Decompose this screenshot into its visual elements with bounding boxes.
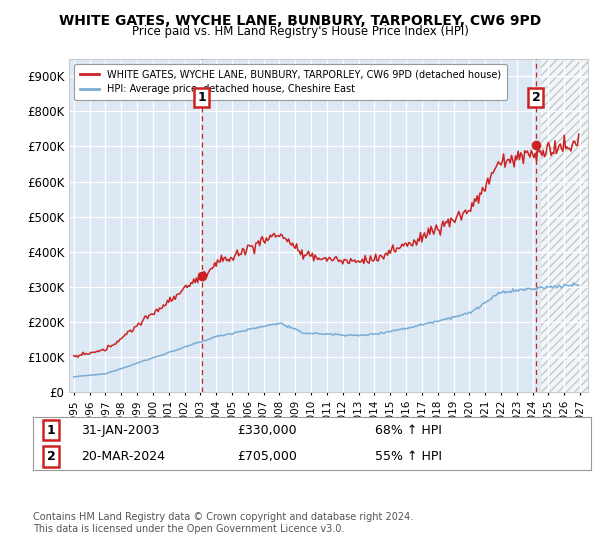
Bar bbox=[541, 59, 588, 392]
Text: Contains HM Land Registry data © Crown copyright and database right 2024.
This d: Contains HM Land Registry data © Crown c… bbox=[33, 512, 413, 534]
Text: 55% ↑ HPI: 55% ↑ HPI bbox=[375, 450, 442, 463]
Text: 68% ↑ HPI: 68% ↑ HPI bbox=[375, 423, 442, 437]
Text: WHITE GATES, WYCHE LANE, BUNBURY, TARPORLEY, CW6 9PD: WHITE GATES, WYCHE LANE, BUNBURY, TARPOR… bbox=[59, 14, 541, 28]
Text: Price paid vs. HM Land Registry's House Price Index (HPI): Price paid vs. HM Land Registry's House … bbox=[131, 25, 469, 38]
Text: 1: 1 bbox=[197, 91, 206, 104]
Text: £330,000: £330,000 bbox=[237, 423, 296, 437]
Text: £705,000: £705,000 bbox=[237, 450, 297, 463]
Legend: WHITE GATES, WYCHE LANE, BUNBURY, TARPORLEY, CW6 9PD (detached house), HPI: Aver: WHITE GATES, WYCHE LANE, BUNBURY, TARPOR… bbox=[74, 64, 507, 100]
Text: 2: 2 bbox=[47, 450, 55, 463]
Text: 1: 1 bbox=[47, 423, 55, 437]
Text: 20-MAR-2024: 20-MAR-2024 bbox=[81, 450, 165, 463]
Text: 31-JAN-2003: 31-JAN-2003 bbox=[81, 423, 160, 437]
Text: 2: 2 bbox=[532, 91, 541, 104]
